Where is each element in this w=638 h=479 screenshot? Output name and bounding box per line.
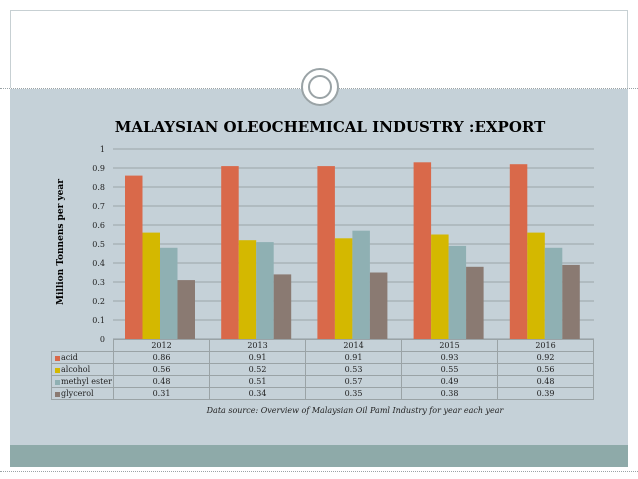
legend-swatch [55,367,60,373]
table-value-cell: 0.48 [497,375,594,388]
legend-label: alcohol [61,365,91,374]
bars [125,162,580,339]
legend-entry: glycerol [51,387,114,400]
bar-acid-2014 [317,166,335,339]
table-value-cell: 0.86 [113,351,210,364]
table-row: alcohol 0.56 0.52 0.53 0.55 0.56 [51,363,594,376]
y-tick-label: 0.3 [92,278,105,287]
legend-label: acid [61,353,78,362]
table-value-cell: 0.56 [497,363,594,376]
slide-border-top [10,10,628,11]
table-header-row: 2012 2013 2014 2015 2016 [52,339,594,352]
table-value-cell: 0.35 [305,387,402,400]
table-value-cell: 0.38 [401,387,498,400]
legend-label: methyl ester [61,377,112,386]
table-value-cell: 0.49 [401,375,498,388]
table-category-cell: 2012 [113,339,210,352]
legend-label: glycerol [61,389,94,398]
bar-alcohol-2015 [431,234,449,339]
table-value-cell: 0.31 [113,387,210,400]
bar-acid-2015 [413,162,432,339]
circle-ornament-icon [301,68,339,106]
source-prefix: Data source: [206,406,261,415]
table-value-cell: 0.92 [497,351,594,364]
y-tick-label: 0 [100,335,105,344]
y-tick-labels: 0 0.1 0.2 0.3 0.4 0.5 0.6 0.7 0.8 0.9 1 [92,145,105,344]
table-value-cell: 0.52 [209,363,306,376]
bar-alcohol-2013 [238,240,257,339]
bar-methyl-ester-2013 [256,242,274,339]
bar-glycerol-2013 [273,274,292,339]
source-note: Data source: Overview of Malaysian Oil P… [130,406,580,415]
legend-swatch [55,379,60,385]
table-row: glycerol 0.31 0.34 0.35 0.38 0.39 [51,387,594,400]
y-tick-label: 0.4 [92,259,105,268]
y-tick-label: 0.5 [92,240,105,249]
table-value-cell: 0.57 [305,375,402,388]
table-value-cell: 0.39 [497,387,594,400]
y-tick-label: 0.7 [92,202,105,211]
table-category-cell: 2016 [497,339,594,352]
bar-acid-2016 [509,164,528,339]
table-body: acid 0.86 0.91 0.91 0.93 0.92 alcohol 0.56 0.52 0… [51,351,594,400]
table-corner-cell [52,340,114,352]
bar-glycerol-2014 [369,272,388,339]
table-value-cell: 0.93 [401,351,498,364]
circle-ornament-inner [308,75,332,99]
bar-acid-2013 [221,166,239,339]
y-tick-label: 0.8 [92,183,105,192]
legend-swatch [55,355,60,361]
table-category-cell: 2013 [209,339,306,352]
y-tick-label: 0.9 [92,164,105,173]
table-value-cell: 0.55 [401,363,498,376]
legend-entry: acid [51,351,114,364]
y-tick-label: 0.2 [92,297,105,306]
legend-swatch [55,391,60,397]
footer-divider [0,471,638,472]
bar-glycerol-2012 [177,280,195,339]
bar-glycerol-2015 [466,266,484,339]
bar-alcohol-2016 [527,232,545,339]
legend-entry: methyl ester [51,375,114,388]
bar-methyl-ester-2016 [544,247,563,339]
legend-entry: alcohol [51,363,114,376]
table-value-cell: 0.56 [113,363,210,376]
bar-alcohol-2012 [142,232,160,339]
table-category-cell: 2015 [401,339,498,352]
y-tick-label: 0.6 [92,221,105,230]
y-tick-label: 0.1 [92,316,105,325]
table-value-cell: 0.53 [305,363,402,376]
bar-acid-2012 [125,175,143,339]
table-value-cell: 0.91 [305,351,402,364]
data-table: 2012 2013 2014 2015 2016 acid 0.86 0.91 0.91 0.9… [51,339,594,400]
table-value-cell: 0.91 [209,351,306,364]
slide-footer-band [10,445,628,467]
bar-alcohol-2014 [334,238,353,339]
bar-methyl-ester-2014 [352,230,370,339]
bar-glycerol-2016 [562,264,580,339]
y-tick-label: 1 [100,145,105,154]
chart-title: MALAYSIAN OLEOCHEMICAL INDUSTRY :EXPORT [114,118,546,136]
table-value-cell: 0.48 [113,375,210,388]
slide-border-right [627,10,628,88]
table-category-cell: 2014 [305,339,402,352]
slide-border-left [10,10,11,88]
bar-methyl-ester-2012 [160,247,178,339]
table-value-cell: 0.34 [209,387,306,400]
bar-methyl-ester-2015 [448,245,467,339]
table-row: methyl ester 0.48 0.51 0.57 0.49 0.48 [51,375,594,388]
table-row: acid 0.86 0.91 0.91 0.93 0.92 [51,351,594,364]
table-value-cell: 0.51 [209,375,306,388]
source-text: Overview of Malaysian Oil Paml Industry … [260,406,504,415]
